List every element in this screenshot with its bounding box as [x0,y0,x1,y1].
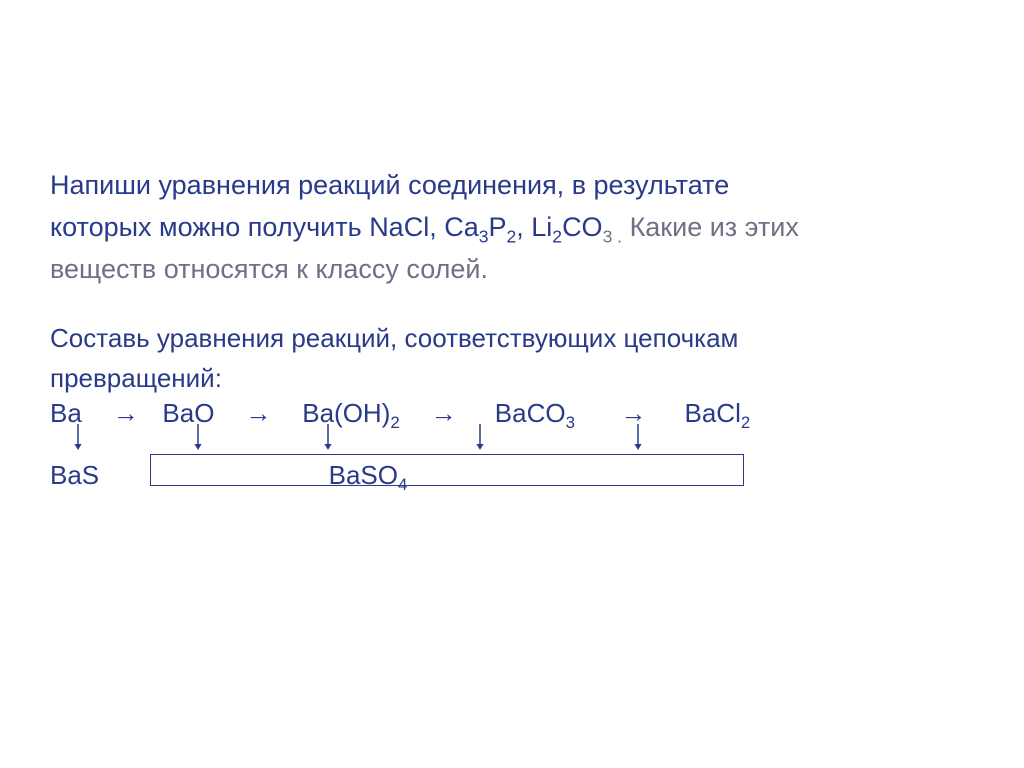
paragraph-task-2: Составь уравнения реакций, соответствующ… [50,318,960,399]
p1-line3: веществ относятся к классу солей. [50,254,488,284]
p2-line2: превращений: [50,363,222,393]
p1-sub-ca-b: 2 [507,226,517,246]
chain-item-2-formula: Ba(OH) [302,398,390,428]
chain-item-4-sub: 2 [741,413,750,432]
p1-sub-li-a: 2 [552,226,562,246]
chain-item-4: BaCl2 [684,398,750,429]
box-outline [150,454,744,486]
chain-item-0-formula: Ba [50,398,82,428]
chain-item-1: BaO [162,398,214,429]
chain-item-1-formula: BaO [162,398,214,428]
paragraph-task-1: Напиши уравнения реакций соединения, в р… [50,165,960,291]
p1-line2e: Какие из этих [622,212,799,242]
chain-item-2: Ba(OH)2 [302,398,400,429]
reaction-chain: Ba → BaO → Ba(OH)2 → BaCO3 → BaCl2 [50,398,960,429]
arrow-glyph-2: → [429,398,459,428]
p1-sub-li-b: 3 . [603,226,623,246]
arrow-glyph-1: → [243,398,273,428]
chain-item-0: Ba [50,398,82,429]
arrow-glyph-3: → [618,398,648,428]
chain-item-3: BaCO3 [495,398,575,429]
chain-item-3-formula: BaCO [495,398,566,428]
chain-item-4-formula: BaCl [684,398,740,428]
chain-item-2-sub: 2 [390,413,399,432]
p2-line1: Составь уравнения реакций, соответствующ… [50,323,738,353]
arrow-glyph-0: → [111,398,141,428]
chain-item-3-sub: 3 [566,413,575,432]
p1-line2b: P [488,212,506,242]
p1-line2c: , Li [516,212,552,242]
p1-line2d: CO [562,212,603,242]
p1-line1: Напиши уравнения реакций соединения, в р… [50,170,729,200]
bottom-left: BaS [50,460,99,490]
p1-line2a: которых можно получить NaCl, Ca [50,212,479,242]
